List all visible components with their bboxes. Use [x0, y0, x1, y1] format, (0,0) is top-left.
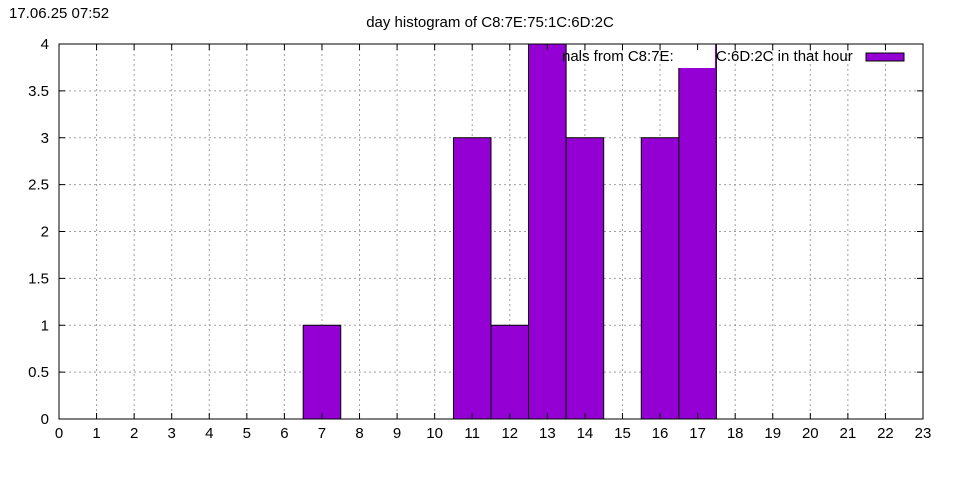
x-tick-label-2: 2: [130, 425, 138, 442]
chart-title: day histogram of C8:7E:75:1C:6D:2C: [366, 14, 614, 31]
legend-swatch: [865, 52, 905, 62]
x-tick-label-17: 17: [689, 425, 706, 442]
y-tick-label-3: 3: [41, 130, 49, 147]
x-tick-label-10: 10: [426, 425, 443, 442]
y-tick-label-2: 2: [41, 224, 49, 241]
bar-hour-16: [640, 137, 680, 420]
bar-hour-14: [565, 137, 605, 420]
x-tick-label-7: 7: [318, 425, 326, 442]
x-tick-label-21: 21: [840, 425, 857, 442]
y-tick-label-4: 4: [41, 36, 49, 53]
legend-label-part-1: nals from C8:7E:: [562, 48, 674, 65]
x-tick-label-13: 13: [539, 425, 556, 442]
x-tick-label-15: 15: [614, 425, 631, 442]
y-tick-label-0.5: 0.5: [28, 364, 49, 381]
x-tick-label-19: 19: [764, 425, 781, 442]
x-tick-label-0: 0: [55, 425, 63, 442]
bars: [302, 43, 717, 420]
legend-label-part-2: C:6D:2C in that hour: [716, 48, 853, 65]
x-tick-label-14: 14: [577, 425, 594, 442]
bar-hour-17: [678, 43, 717, 420]
y-tick-label-3.5: 3.5: [28, 83, 49, 100]
x-tick-label-3: 3: [168, 425, 176, 442]
bar-hour-11: [452, 137, 492, 420]
x-tick-label-11: 11: [464, 425, 480, 442]
x-tick-label-9: 9: [393, 425, 401, 442]
x-tick-label-18: 18: [727, 425, 744, 442]
bar-hour-7: [302, 324, 342, 420]
x-tick-label-12: 12: [501, 425, 518, 442]
x-tick-label-1: 1: [92, 425, 100, 442]
bar-hour-13: [528, 43, 567, 420]
legend-occluder: [677, 44, 715, 68]
bar-hour-12: [490, 324, 530, 420]
x-tick-label-22: 22: [877, 425, 894, 442]
y-tick-label-1: 1: [41, 317, 49, 334]
x-tick-label-4: 4: [205, 425, 213, 442]
y-tick-label-0: 0: [41, 411, 49, 428]
x-tick-label-8: 8: [355, 425, 363, 442]
x-tick-label-6: 6: [280, 425, 288, 442]
x-tick-label-5: 5: [243, 425, 251, 442]
y-axis-ticks: 0 0.5 1 1.5 2 2.5 3 3.5 4: [28, 36, 923, 428]
y-tick-label-2.5: 2.5: [28, 177, 49, 194]
y-tick-label-1.5: 1.5: [28, 270, 49, 287]
timestamp: 17.06.25 07:52: [9, 5, 109, 22]
x-tick-label-23: 23: [915, 425, 932, 442]
x-tick-label-20: 20: [802, 425, 819, 442]
x-tick-label-16: 16: [652, 425, 669, 442]
x-axis-ticks: 0 1 2 3 4 5 6 7 8 9 10 11 12 13 14 15 16 17 18 19 20 21 22 23: [55, 44, 932, 442]
legend: nals from C8:7E: C:6D:2C in that hour: [562, 44, 905, 68]
